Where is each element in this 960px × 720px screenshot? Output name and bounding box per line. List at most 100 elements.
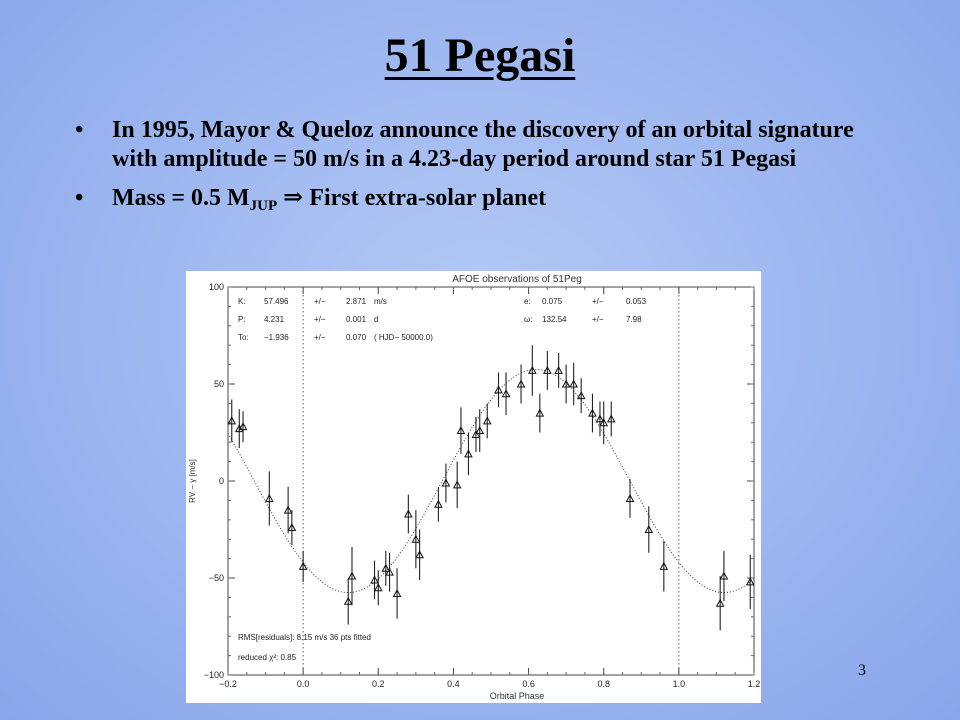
slide-number: 3 [858, 662, 866, 679]
x-tick-label: 0.6 [522, 679, 535, 689]
bullet-item: • In 1995, Mayor & Queloz announce the d… [70, 116, 870, 174]
data-point [625, 493, 635, 502]
data-point [535, 408, 545, 417]
data-point [471, 429, 481, 438]
fit-parameter-text: 4.231 [264, 315, 285, 324]
plot-frame-box [227, 286, 755, 676]
fit-parameter-text: 132.54 [542, 315, 567, 324]
fit-parameter-text: 0.075 [542, 297, 563, 306]
data-point [411, 534, 421, 543]
data-point [543, 365, 552, 374]
data-point [745, 577, 755, 586]
fit-parameter-text: K: [238, 297, 246, 306]
data-point [373, 583, 383, 592]
data-point [392, 588, 402, 598]
fit-parameter-text: +/− [314, 333, 326, 342]
data-point [561, 379, 571, 388]
data-point [554, 365, 563, 374]
y-tick-label: −100 [204, 670, 224, 680]
data-point [415, 550, 424, 559]
data-point [452, 480, 462, 489]
fit-statistics-text: reduced χ²: 0.85 [238, 653, 297, 662]
data-point [501, 389, 511, 398]
data-point [475, 426, 485, 435]
fit-parameter-text: +/− [592, 297, 604, 306]
fit-parameter-text: m/s [374, 297, 387, 306]
fit-parameter-text: P: [238, 315, 246, 324]
x-tick-label: 1.0 [673, 679, 686, 689]
data-point [347, 571, 357, 580]
data-point [404, 509, 413, 518]
chart-title: AFOE observations of 51Peg [452, 274, 582, 285]
implies-symbol: ⇒ [283, 185, 304, 211]
bullet-text-conclusion: First extra-solar planet [309, 185, 547, 211]
data-point [527, 365, 537, 374]
bullet-marker: • [75, 185, 84, 211]
data-point [298, 561, 308, 570]
data-point [234, 424, 244, 433]
x-tick-label: −0.2 [219, 679, 237, 689]
data-point [385, 567, 394, 576]
fit-parameter-text: 0.070 [346, 333, 367, 342]
x-tick-label: 0.4 [447, 679, 460, 689]
x-tick-label: 0.8 [597, 679, 610, 689]
data-point [434, 499, 443, 508]
y-axis-label: RV − γ [m/s] [188, 459, 197, 503]
rv-plot: AFOE observations of 51Peg Orbital Phase… [188, 274, 761, 701]
data-point [595, 414, 605, 423]
x-tick-label: 0.0 [297, 679, 310, 689]
data-point [599, 418, 609, 427]
fit-parameter-text: −1.936 [264, 333, 289, 342]
fit-parameter-text: ω: [524, 315, 532, 324]
bullet-list: • In 1995, Mayor & Queloz announce the d… [70, 116, 870, 231]
data-point [283, 505, 293, 514]
data-point [264, 493, 274, 502]
fit-parameter-text: d [374, 315, 378, 324]
data-point [370, 575, 379, 584]
data-point [238, 422, 248, 431]
data-point [464, 449, 473, 458]
data-point [719, 571, 729, 580]
data-point [381, 563, 391, 572]
bullet-item: • Mass = 0.5 MJUP ⇒ First extra-solar pl… [70, 184, 870, 221]
fit-parameter-text: To: [238, 333, 249, 342]
data-point [287, 523, 297, 532]
bullet-subscript: JUP [249, 198, 278, 214]
fit-parameter-text: e: [524, 297, 531, 306]
bullet-marker: • [75, 117, 84, 143]
y-tick-label: 50 [214, 379, 224, 389]
fit-parameter-text: 57.496 [264, 297, 289, 306]
data-point [494, 385, 503, 394]
data-point [516, 379, 526, 388]
data-point [588, 408, 597, 417]
y-tick-label: −50 [209, 573, 224, 583]
data-point [644, 524, 654, 533]
data-point [343, 596, 353, 605]
data-point [441, 478, 451, 487]
fit-parameter-text: 0.001 [346, 315, 367, 324]
x-axis-label: Orbital Phase [490, 691, 545, 701]
fit-statistics-text: RMS[residuals]: 8.15 m/s 36 pts fitted [238, 633, 371, 642]
y-tick-label: 100 [209, 282, 224, 292]
rv-plot-image: AFOE observations of 51Peg Orbital Phase… [186, 271, 761, 703]
data-point [606, 414, 616, 423]
fit-parameter-text: 7.98 [626, 315, 642, 324]
data-point [569, 379, 578, 388]
data-point [659, 561, 669, 570]
fit-parameter-text: +/− [314, 315, 326, 324]
data-point [482, 416, 492, 425]
data-point [576, 391, 586, 400]
y-tick-label: 0 [219, 476, 224, 486]
x-tick-label: 0.2 [372, 679, 385, 689]
slide-title: 51 Pegasi [384, 29, 576, 82]
data-point [227, 416, 237, 425]
fit-parameter-text: 0.053 [626, 297, 647, 306]
fit-parameter-text: ( HJD− 50000.0) [374, 333, 433, 342]
data-point [456, 426, 466, 435]
fit-parameter-text: 2.871 [346, 297, 367, 306]
fit-parameter-text: +/− [314, 297, 326, 306]
bullet-text-mass: Mass = 0.5 M [112, 185, 250, 211]
x-tick-label: 1.2 [748, 679, 761, 689]
fit-parameter-text: +/− [592, 315, 604, 324]
bullet-text: In 1995, Mayor & Queloz announce the dis… [112, 117, 854, 172]
